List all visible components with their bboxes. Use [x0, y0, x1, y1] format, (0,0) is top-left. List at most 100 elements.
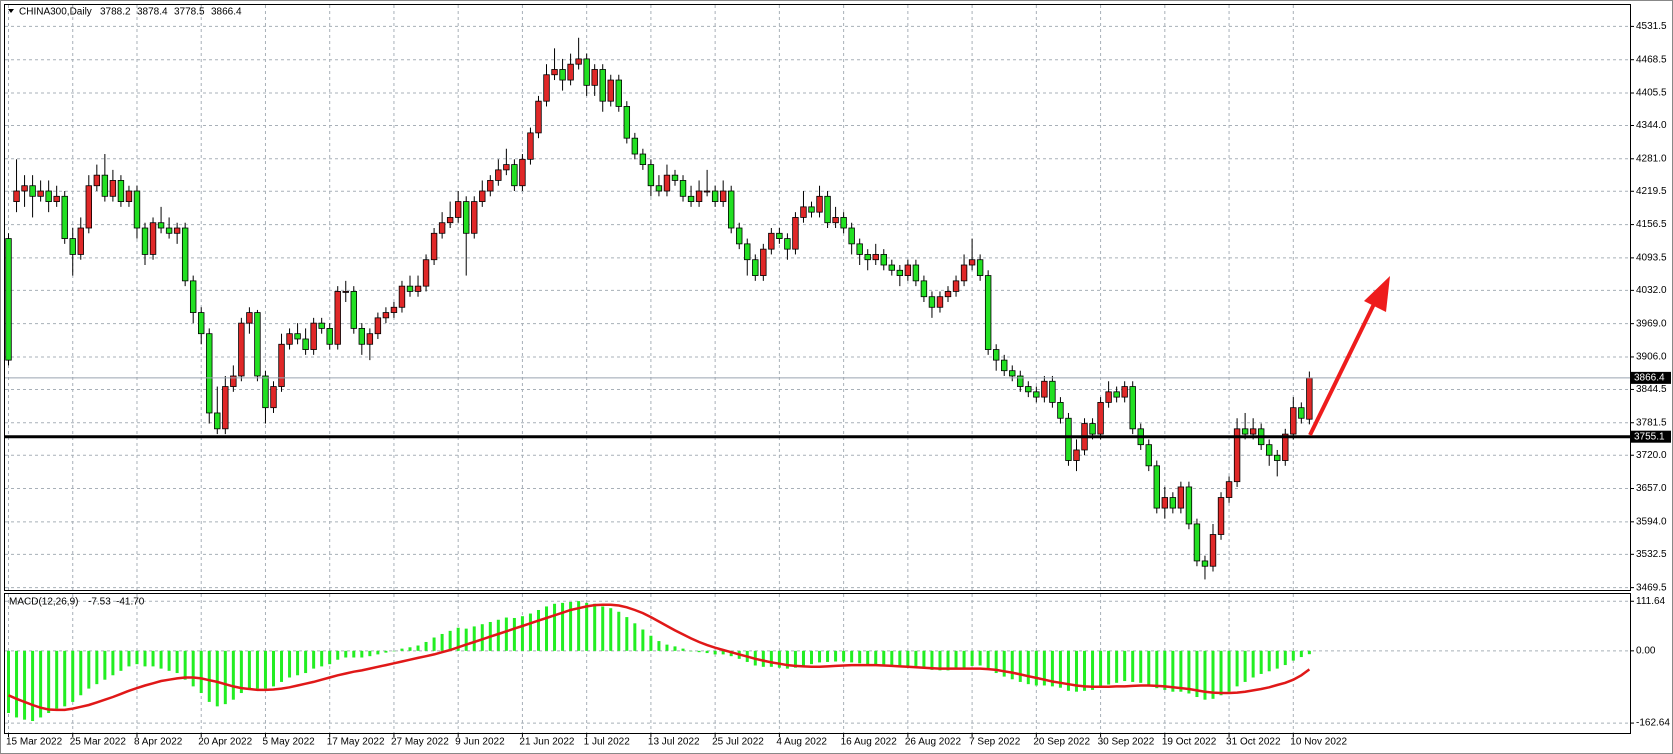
x-tick-label: 17 May 2022	[327, 737, 385, 748]
candle-body	[848, 227, 855, 245]
candle-body	[816, 195, 823, 213]
candle-body	[1161, 497, 1169, 509]
candle-body	[310, 322, 317, 350]
candle-body	[334, 291, 341, 345]
x-tick-label: 20 Apr 2022	[198, 737, 252, 748]
macd-bar	[769, 650, 773, 667]
macd-bar	[1066, 650, 1070, 691]
macd-bar	[673, 646, 677, 651]
macd-bar	[328, 650, 332, 665]
candle-body	[173, 227, 181, 234]
macd-bar	[87, 650, 91, 689]
macd-bar	[384, 650, 388, 653]
y-tick-label: 3969.0	[1636, 318, 1667, 329]
candle-body	[607, 79, 614, 102]
candle-body	[647, 164, 655, 187]
macd-bar	[456, 627, 460, 651]
candle-body	[960, 264, 968, 282]
macd-bar	[1018, 650, 1022, 682]
macd-bar	[1299, 650, 1303, 658]
candle-body	[53, 195, 60, 202]
macd-bar	[312, 650, 316, 669]
candle-body	[1033, 391, 1040, 398]
candle-body	[1073, 449, 1080, 461]
macd-bar	[304, 650, 308, 674]
candle-body	[1282, 433, 1289, 461]
candle-body	[527, 132, 534, 160]
macd-bar	[986, 650, 990, 670]
candle-body	[454, 201, 462, 218]
candle-body	[358, 328, 366, 345]
candle-body	[824, 195, 831, 224]
y-tick-label: 4281.0	[1636, 153, 1667, 164]
macd-bar	[577, 601, 581, 651]
macd-bar	[79, 650, 83, 696]
candle-body	[318, 322, 325, 329]
x-tick-label: 25 Jul 2022	[712, 737, 764, 748]
candle-body	[254, 312, 261, 377]
macd-bar	[1171, 650, 1175, 692]
macd-bar	[1163, 650, 1167, 690]
candle-body	[936, 296, 944, 308]
x-tick-label: 27 May 2022	[391, 737, 449, 748]
macd-bar	[922, 650, 926, 669]
macd-bar	[665, 644, 669, 651]
price-panel	[4, 4, 1631, 591]
macd-bar	[545, 606, 549, 651]
macd-bar	[376, 650, 380, 655]
macd-bar	[649, 635, 653, 651]
macd-bar	[448, 630, 452, 651]
labels: CHINA300,Daily 3788.2 3878.4 3778.5 3866…	[6, 7, 1671, 748]
candle-body	[214, 412, 221, 430]
candle-body	[37, 190, 44, 197]
macd-bar	[159, 650, 163, 669]
candle-body	[109, 180, 117, 197]
y-tick-label: -162.64	[1636, 718, 1670, 729]
macd-bar	[520, 616, 524, 651]
candle-body	[262, 375, 269, 409]
candle-body	[398, 285, 406, 308]
macd-bar	[127, 650, 131, 667]
candle-body	[21, 185, 28, 192]
macd-bar	[1115, 650, 1119, 683]
x-tick-label: 30 Sep 2022	[1098, 737, 1155, 748]
candle-body	[1009, 370, 1016, 377]
macd-bar	[1227, 650, 1231, 692]
y-tick-label: 4531.5	[1636, 21, 1667, 32]
x-tick-label: 7 Sep 2022	[969, 737, 1021, 748]
y-tick-label: 3781.5	[1636, 417, 1667, 428]
macd-bar	[296, 650, 300, 676]
macd-bar	[416, 645, 420, 651]
macd-bar	[1034, 650, 1038, 686]
macd-bar	[472, 626, 476, 651]
candle-body	[519, 158, 526, 187]
macd-bar	[1203, 650, 1207, 700]
candle-body	[463, 201, 470, 234]
macd-bar	[480, 624, 484, 651]
candle-body	[206, 333, 213, 414]
macd-bar	[785, 650, 789, 669]
macd-bar	[63, 650, 67, 707]
macd-bar	[681, 648, 685, 651]
candle-body	[1001, 359, 1008, 372]
candle-body	[671, 174, 679, 181]
candle-body	[1177, 486, 1185, 509]
x-tick-label: 31 Oct 2022	[1226, 737, 1281, 748]
macd-bar	[255, 650, 259, 689]
arrow-shaft	[1308, 301, 1377, 436]
macd-bar	[962, 650, 966, 668]
macd-bar	[119, 650, 123, 671]
macd-bar	[167, 650, 171, 671]
macd-bar	[625, 617, 629, 651]
candle-body	[920, 280, 928, 298]
candle-body	[479, 190, 486, 202]
candle-body	[968, 259, 976, 266]
macd-bar	[1235, 650, 1239, 687]
candle-body	[703, 190, 711, 193]
macd-bar	[1123, 650, 1127, 682]
candle-body	[888, 264, 895, 271]
macd-bar	[1074, 650, 1078, 692]
candle-body	[374, 317, 382, 335]
macd-bar	[320, 650, 324, 667]
